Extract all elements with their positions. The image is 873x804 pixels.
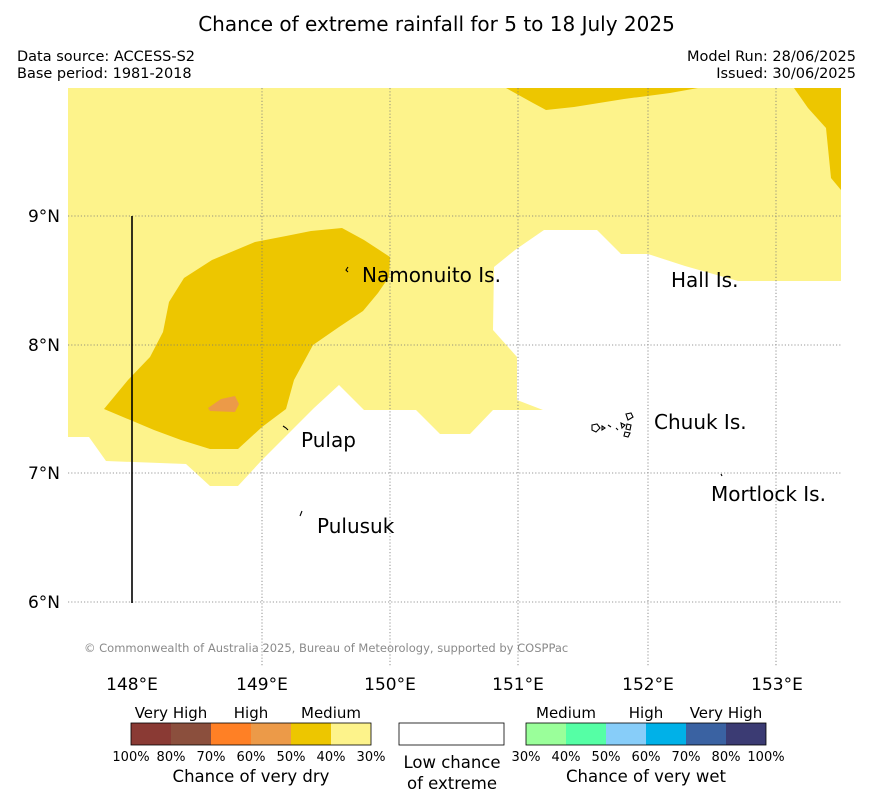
legend-wet: Medium High Very High 30% 40% 50% 60% 70… xyxy=(512,704,785,786)
legend-swatch-wet-80-100 xyxy=(726,723,766,745)
legend-dry-category: Very High xyxy=(135,704,208,722)
model-run-text: Model Run: 28/06/2025 xyxy=(686,49,856,65)
legend-wet-category: Very High xyxy=(690,704,763,722)
map-gridlines xyxy=(68,88,841,666)
map-title: Chance of extreme rainfall for 5 to 18 J… xyxy=(198,12,675,36)
legend-wet-category: High xyxy=(629,704,663,722)
legend-wet-tick: 30% xyxy=(512,750,541,765)
legend-dry-category: Medium xyxy=(301,704,361,722)
legend-wet-bar-outline xyxy=(525,722,767,746)
legend-swatch-dry-50-60 xyxy=(251,723,291,745)
legend-swatch-dry-40-50 xyxy=(291,723,331,745)
legend-swatch-wet-30-40 xyxy=(526,723,566,745)
legend-low-caption-line2: of extreme xyxy=(407,774,497,793)
legend-low: Low chance of extreme xyxy=(398,722,505,793)
lat-tick-label: 8°N xyxy=(28,336,60,356)
legend-swatch-wet-60-70 xyxy=(646,723,686,745)
lat-tick-label: 7°N xyxy=(28,464,60,484)
copyright-text: © Commonwealth of Australia 2025, Bureau… xyxy=(84,641,568,655)
legend-dry-tick: 40% xyxy=(317,750,346,765)
base-period-text: Base period: 1981-2018 xyxy=(17,66,192,82)
legend-dry-tick: 70% xyxy=(197,750,226,765)
metadata-right: Model Run: 28/06/2025 Issued: 30/06/2025 xyxy=(687,49,856,83)
legend-swatch-dry-30-40 xyxy=(331,723,371,745)
legend-swatch-low xyxy=(398,722,505,746)
lon-tick-label: 150°E xyxy=(364,675,416,695)
lon-tick-label: 149°E xyxy=(236,675,288,695)
legend-dry-tick: 100% xyxy=(112,750,149,765)
place-label-pulap: Pulap xyxy=(301,428,356,452)
dry-40-50-region xyxy=(104,228,390,449)
legend-swatch-dry-60-70 xyxy=(211,723,251,745)
place-label-namonuito: Namonuito Is. xyxy=(362,263,501,287)
dry-40-50-region xyxy=(506,88,698,110)
legend-swatch-dry-70-80 xyxy=(171,723,211,745)
legend-swatch-wet-40-50 xyxy=(566,723,606,745)
issued-text: Issued: 30/06/2025 xyxy=(716,66,856,82)
namonuito-island-shape xyxy=(345,266,349,273)
legend-dry-tick: 80% xyxy=(157,750,186,765)
legend-dry: Very High High Medium 100% 80% 70% 60% 5… xyxy=(112,704,385,786)
mortlock-island-shape xyxy=(720,473,723,477)
lon-tick-label: 152°E xyxy=(622,675,674,695)
legend-wet-tick: 60% xyxy=(632,750,661,765)
chuuk-island-shape xyxy=(591,412,634,438)
legend-dry-tick: 30% xyxy=(357,750,386,765)
legend-wet-tick: 40% xyxy=(552,750,581,765)
legend-wet-tick: 80% xyxy=(712,750,741,765)
legend-wet-caption: Chance of very wet xyxy=(566,767,727,786)
legend-low-caption-line1: Low chance xyxy=(403,753,500,772)
dry-50-60-region xyxy=(208,396,239,412)
legend-swatch-wet-50-60 xyxy=(606,723,646,745)
legend-wet-tick: 50% xyxy=(592,750,621,765)
lon-tick-label: 151°E xyxy=(492,675,544,695)
place-label-chuuk: Chuuk Is. xyxy=(654,410,747,434)
pulap-island-shape xyxy=(282,425,289,431)
legend-swatch-wet-70-80 xyxy=(686,723,726,745)
metadata-left: Data source: ACCESS-S2 Base period: 1981… xyxy=(17,49,195,83)
legend-dry-category: High xyxy=(234,704,268,722)
island-outlines xyxy=(282,266,723,517)
legend-dry-caption: Chance of very dry xyxy=(173,767,330,786)
lat-tick-label: 9°N xyxy=(28,207,60,227)
legend-wet-tick: 100% xyxy=(747,750,784,765)
legend-wet-category: Medium xyxy=(536,704,596,722)
legend-dry-tick: 60% xyxy=(237,750,266,765)
dry-40-50-region xyxy=(794,88,841,190)
lat-tick-label: 6°N xyxy=(28,593,60,613)
legend-swatch-dry-80-100 xyxy=(131,723,171,745)
data-source-text: Data source: ACCESS-S2 xyxy=(17,49,196,65)
legend-dry-bar-outline xyxy=(130,722,372,746)
pulusuk-island-shape xyxy=(299,510,303,517)
place-label-hall: Hall Is. xyxy=(671,268,738,292)
legend-wet-tick: 70% xyxy=(672,750,701,765)
place-label-mortlock: Mortlock Is. xyxy=(711,482,826,506)
place-label-pulusuk: Pulusuk xyxy=(317,514,395,538)
legend-dry-tick: 50% xyxy=(277,750,306,765)
lon-tick-label: 153°E xyxy=(751,675,803,695)
lon-tick-label: 148°E xyxy=(106,675,158,695)
